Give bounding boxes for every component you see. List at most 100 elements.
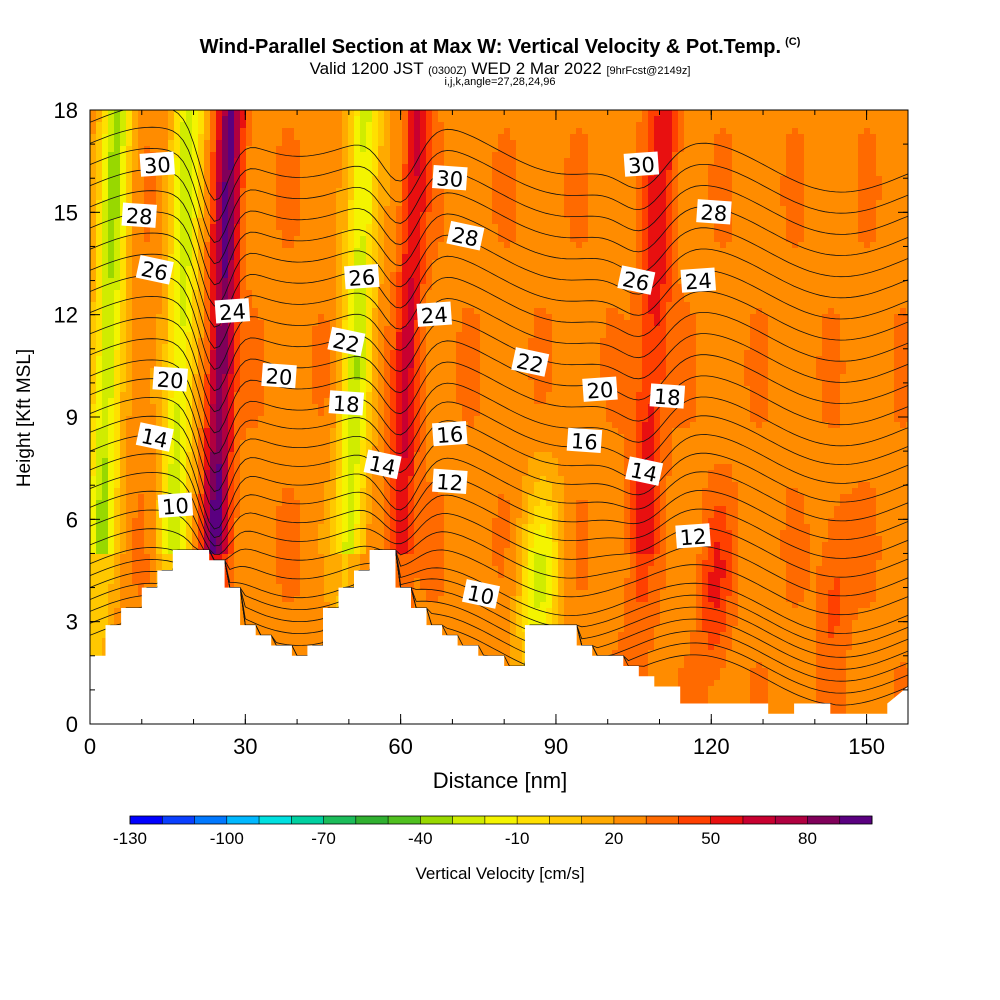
velocity-cell bbox=[360, 200, 367, 207]
velocity-cell bbox=[186, 416, 193, 423]
velocity-cell bbox=[252, 140, 259, 147]
velocity-cell bbox=[192, 452, 199, 459]
velocity-cell bbox=[114, 254, 121, 261]
velocity-cell bbox=[294, 626, 301, 633]
velocity-cell bbox=[276, 620, 283, 627]
velocity-cell bbox=[132, 170, 139, 177]
velocity-cell bbox=[378, 296, 385, 303]
velocity-cell bbox=[108, 206, 115, 213]
velocity-cell bbox=[198, 278, 205, 285]
velocity-cell bbox=[318, 386, 325, 393]
velocity-cell bbox=[270, 458, 277, 465]
velocity-cell bbox=[156, 566, 163, 573]
velocity-cell bbox=[300, 308, 307, 315]
velocity-cell bbox=[330, 290, 337, 297]
velocity-cell bbox=[288, 554, 295, 561]
velocity-cell bbox=[246, 290, 253, 297]
velocity-cell bbox=[306, 176, 313, 183]
velocity-cell bbox=[312, 308, 319, 315]
velocity-cell bbox=[348, 458, 355, 465]
velocity-cell bbox=[354, 482, 361, 489]
velocity-cell bbox=[342, 362, 349, 369]
velocity-cell bbox=[180, 470, 187, 477]
velocity-cell bbox=[198, 194, 205, 201]
velocity-cell bbox=[276, 176, 283, 183]
velocity-cell bbox=[246, 338, 253, 345]
velocity-cell bbox=[108, 548, 115, 555]
velocity-cell bbox=[252, 440, 259, 447]
velocity-cell bbox=[222, 356, 229, 363]
velocity-cell bbox=[216, 356, 223, 363]
velocity-cell bbox=[228, 248, 235, 255]
velocity-cell bbox=[156, 458, 163, 465]
velocity-cell bbox=[312, 290, 319, 297]
velocity-cell bbox=[372, 506, 379, 513]
velocity-cell bbox=[372, 134, 379, 141]
velocity-cell bbox=[102, 128, 109, 135]
velocity-cell bbox=[108, 296, 115, 303]
velocity-cell bbox=[216, 194, 223, 201]
velocity-cell bbox=[252, 392, 259, 399]
velocity-cell bbox=[360, 110, 367, 117]
velocity-cell bbox=[318, 350, 325, 357]
velocity-cell bbox=[138, 476, 145, 483]
velocity-cell bbox=[348, 260, 355, 267]
velocity-cell bbox=[300, 578, 307, 585]
velocity-cell bbox=[138, 500, 145, 507]
velocity-cell bbox=[216, 440, 223, 447]
velocity-cell bbox=[234, 152, 241, 159]
velocity-cell bbox=[378, 302, 385, 309]
velocity-cell bbox=[192, 446, 199, 453]
velocity-cell bbox=[276, 236, 283, 243]
velocity-cell bbox=[246, 194, 253, 201]
velocity-cell bbox=[198, 212, 205, 219]
velocity-cell bbox=[300, 188, 307, 195]
velocity-cell bbox=[318, 146, 325, 153]
velocity-cell bbox=[324, 152, 331, 159]
velocity-cell bbox=[228, 272, 235, 279]
velocity-cell bbox=[108, 284, 115, 291]
velocity-cell bbox=[240, 446, 247, 453]
velocity-cell bbox=[258, 524, 265, 531]
velocity-cell bbox=[156, 422, 163, 429]
velocity-cell bbox=[354, 500, 361, 507]
velocity-cell bbox=[312, 434, 319, 441]
velocity-cell bbox=[318, 560, 325, 567]
velocity-cell bbox=[324, 116, 331, 123]
velocity-cell bbox=[96, 188, 103, 195]
velocity-cell bbox=[306, 578, 313, 585]
velocity-cell bbox=[216, 374, 223, 381]
velocity-cell bbox=[138, 284, 145, 291]
velocity-cell bbox=[162, 128, 169, 135]
velocity-cell bbox=[90, 122, 97, 129]
velocity-cell bbox=[210, 170, 217, 177]
velocity-cell bbox=[258, 248, 265, 255]
velocity-cell bbox=[240, 200, 247, 207]
velocity-cell bbox=[108, 446, 115, 453]
velocity-cell bbox=[282, 608, 289, 615]
velocity-cell bbox=[180, 332, 187, 339]
velocity-cell bbox=[300, 500, 307, 507]
velocity-cell bbox=[162, 236, 169, 243]
velocity-cell bbox=[336, 128, 343, 135]
velocity-cell bbox=[312, 200, 319, 207]
velocity-cell bbox=[288, 602, 295, 609]
velocity-cell bbox=[168, 194, 175, 201]
velocity-cell bbox=[366, 350, 373, 357]
velocity-cell bbox=[324, 416, 331, 423]
velocity-cell bbox=[282, 446, 289, 453]
velocity-cell bbox=[222, 110, 229, 117]
velocity-cell bbox=[168, 464, 175, 471]
velocity-cell bbox=[366, 230, 373, 237]
velocity-cell bbox=[132, 542, 139, 549]
velocity-cell bbox=[96, 272, 103, 279]
velocity-cell bbox=[270, 584, 277, 591]
velocity-cell bbox=[300, 296, 307, 303]
velocity-cell bbox=[186, 476, 193, 483]
velocity-cell bbox=[360, 476, 367, 483]
velocity-cell bbox=[264, 596, 271, 603]
velocity-cell bbox=[366, 254, 373, 261]
velocity-cell bbox=[276, 344, 283, 351]
velocity-cell bbox=[300, 398, 307, 405]
velocity-cell bbox=[90, 284, 97, 291]
